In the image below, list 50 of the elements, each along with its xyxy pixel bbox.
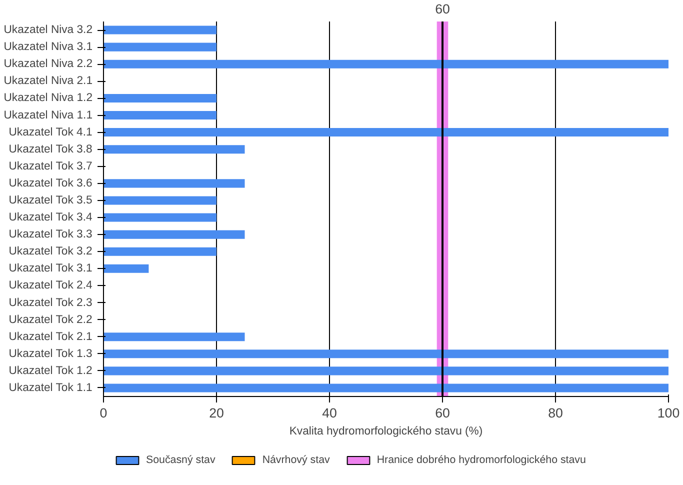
bar <box>104 366 668 376</box>
bar <box>104 332 245 342</box>
x-axis-title: Kvalita hydromorfologického stavu (%) <box>289 426 483 438</box>
legend-label: Návrhový stav <box>262 454 330 466</box>
x-tick-label: 60 <box>435 406 450 420</box>
bar <box>104 196 216 205</box>
y-tick-label: Ukazatel Niva 3.1 <box>4 41 93 54</box>
y-tick-label: Ukazatel Tok 3.7 <box>8 160 92 172</box>
y-tick-label: Ukazatel Niva 1.1 <box>4 109 93 122</box>
y-tick-label: Ukazatel Tok 3.4 <box>8 212 92 224</box>
bar <box>104 247 216 256</box>
bar <box>104 128 668 137</box>
bar <box>104 145 245 154</box>
y-tick-label: Ukazatel Tok 3.6 <box>8 177 92 190</box>
y-tick-label: Ukazatel Tok 1.1 <box>8 382 92 394</box>
y-tick-label: Ukazatel Tok 3.5 <box>8 194 92 206</box>
y-tick-label: Ukazatel Tok 1.2 <box>8 364 92 377</box>
legend-label: Hranice dobrého hydromorfologického stavu <box>376 454 586 466</box>
y-tick-label: Ukazatel Tok 1.3 <box>8 348 92 360</box>
y-tick-label: Ukazatel Tok 3.3 <box>8 228 92 241</box>
y-tick-label: Ukazatel Niva 2.2 <box>4 58 93 70</box>
bar <box>104 384 668 392</box>
bar <box>104 60 668 68</box>
y-tick-label: Ukazatel Tok 2.3 <box>8 296 92 309</box>
bar <box>104 350 668 358</box>
y-tick-label: Ukazatel Niva 2.1 <box>4 75 93 88</box>
x-tick-label: 0 <box>100 406 108 420</box>
y-tick-label: Ukazatel Tok 3.1 <box>8 262 92 275</box>
y-tick-label: Ukazatel Niva 1.2 <box>4 92 93 104</box>
bar <box>104 42 216 52</box>
x-tick-label: 100 <box>657 406 680 420</box>
x-tick-label: 80 <box>548 406 563 420</box>
bar <box>104 213 216 222</box>
y-tick-label: Ukazatel Tok 2.1 <box>8 330 92 343</box>
y-tick-label: Ukazatel Tok 2.4 <box>8 280 92 292</box>
bar <box>104 26 216 34</box>
bar <box>104 264 149 273</box>
bar <box>104 230 245 239</box>
bar <box>104 179 245 188</box>
x-tick-label: 40 <box>322 406 337 420</box>
y-tick-label: Ukazatel Niva 3.2 <box>4 24 93 36</box>
y-tick-label: Ukazatel Tok 3.8 <box>8 143 92 156</box>
y-tick-label: Ukazatel Tok 3.2 <box>8 246 92 258</box>
bar <box>104 110 216 120</box>
bar <box>104 94 216 102</box>
ref-line-label: 60 <box>435 2 450 16</box>
y-tick-label: Ukazatel Tok 4.1 <box>8 126 92 138</box>
legend-label: Současný stav <box>146 454 216 466</box>
y-tick-label: Ukazatel Tok 2.2 <box>8 314 92 326</box>
x-tick-label: 20 <box>209 406 224 420</box>
